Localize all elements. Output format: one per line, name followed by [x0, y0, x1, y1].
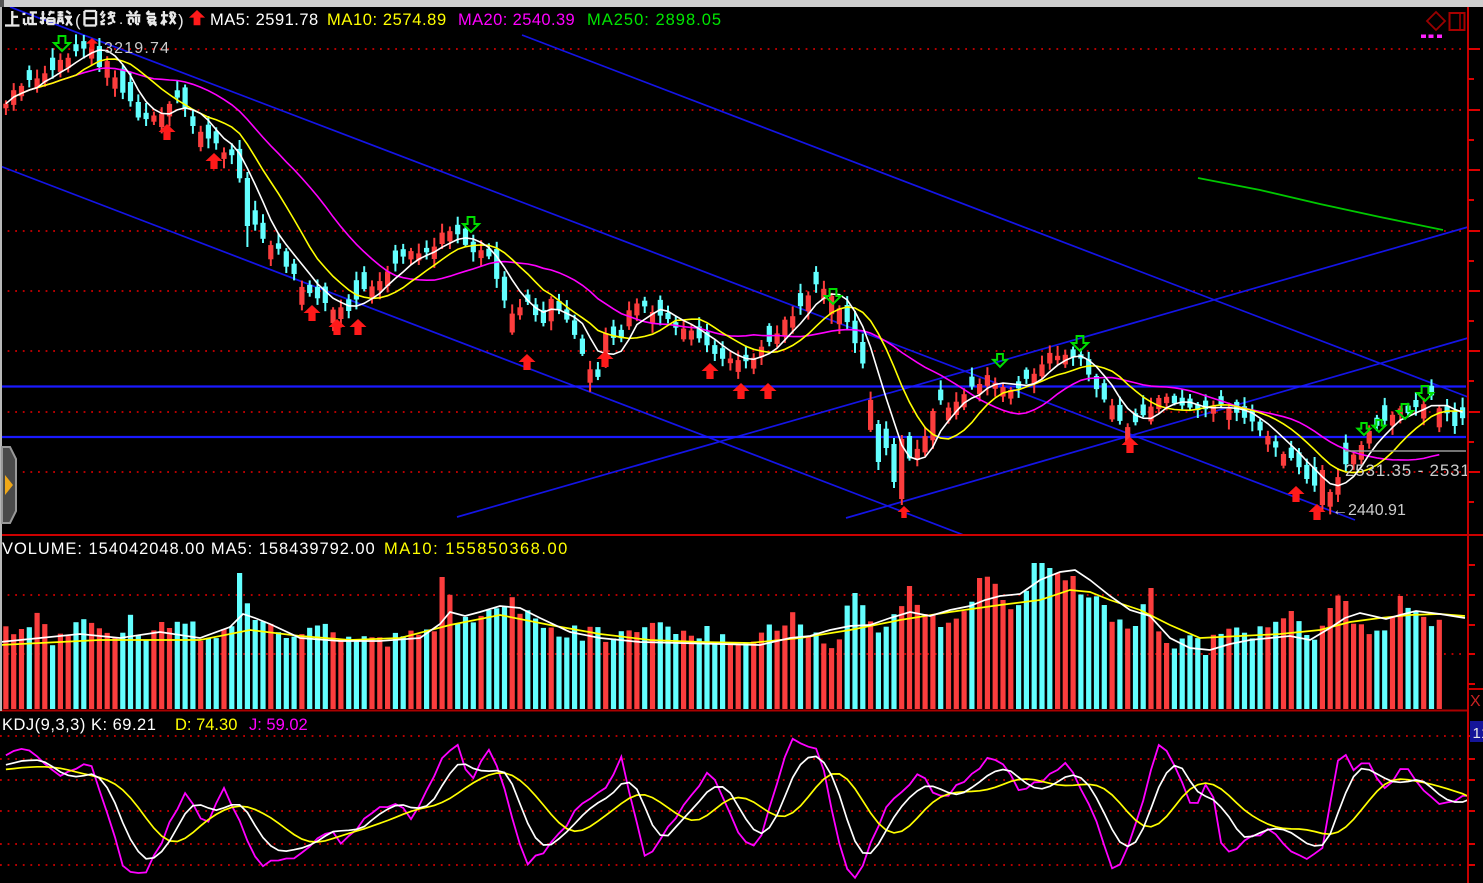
svg-text:.: .	[119, 11, 123, 28]
svg-text:MA10: 2574.89: MA10: 2574.89	[327, 11, 447, 29]
svg-text:D: 74.30: D: 74.30	[175, 716, 237, 734]
svg-text:): )	[178, 11, 184, 30]
svg-text:J: 59.02: J: 59.02	[249, 716, 308, 734]
svg-text:3219.74: 3219.74	[104, 40, 170, 57]
svg-text:(: (	[75, 11, 81, 30]
svg-text:2531.35 - 2531: 2531.35 - 2531	[1345, 461, 1471, 480]
svg-text:1: 1	[1481, 725, 1483, 742]
svg-text:KDJ(9,3,3) K: 69.21: KDJ(9,3,3) K: 69.21	[2, 716, 156, 734]
svg-text:MA10: 155850368.00: MA10: 155850368.00	[384, 540, 569, 558]
svg-text:MA250: 2898.05: MA250: 2898.05	[587, 11, 722, 29]
svg-text:MA5: 2591.78: MA5: 2591.78	[210, 11, 319, 29]
svg-text:←2440.91: ←2440.91	[1332, 502, 1406, 519]
svg-text:1: 1	[1473, 725, 1481, 742]
svg-text:VOLUME: 154042048.00 MA5: 1584: VOLUME: 154042048.00 MA5: 158439792.00	[2, 540, 376, 558]
svg-text:MA20: 2540.39: MA20: 2540.39	[458, 11, 575, 29]
svg-text:X: X	[1470, 693, 1481, 710]
